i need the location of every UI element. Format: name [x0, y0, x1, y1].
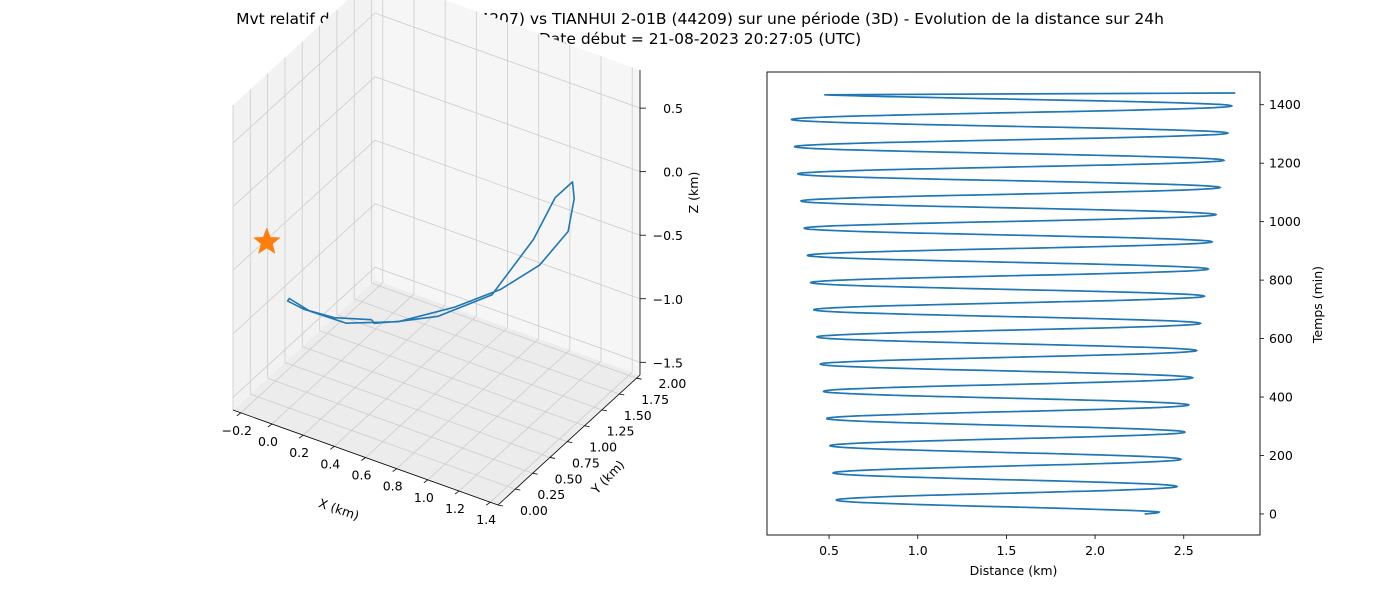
- y-tick-label: 400: [1269, 390, 1293, 405]
- y-tick-label: 0.25: [537, 487, 565, 502]
- y-tick: [601, 409, 607, 412]
- x-tick-label: 2.5: [1174, 543, 1194, 558]
- grid-line: [284, 362, 551, 458]
- y-tick: [636, 377, 642, 380]
- x-axis-label: Distance (km): [970, 563, 1058, 578]
- grid-line: [396, 338, 539, 469]
- grid-line: [250, 393, 516, 490]
- grid-line: [489, 371, 633, 503]
- y-tick: [584, 425, 590, 428]
- x-tick-label: −0.2: [222, 423, 252, 438]
- x-tick: [454, 490, 460, 495]
- grid-line: [374, 266, 641, 363]
- y-tick-label: 1.50: [624, 408, 652, 423]
- x-tick: [392, 468, 397, 472]
- trajectory-line: [286, 181, 576, 325]
- x-tick-label: 1.5: [996, 543, 1016, 558]
- grid-line: [371, 282, 637, 379]
- y-tick: [532, 472, 538, 475]
- y-tick: [497, 504, 504, 507]
- z-axis-label: Z (km): [686, 172, 701, 214]
- y-tick-label: 2.00: [659, 376, 687, 391]
- grid-line: [232, 266, 376, 398]
- y-tick-label: 0.75: [572, 455, 600, 470]
- y-tick-label: 800: [1269, 273, 1293, 288]
- z-tick-label: 0.0: [663, 165, 683, 180]
- x-tick: [330, 446, 335, 450]
- y-tick-label: 0.50: [555, 471, 583, 486]
- y-tick-label: 600: [1269, 331, 1293, 346]
- x-tick: [267, 423, 273, 428]
- start-star-marker: [252, 227, 281, 254]
- y-tick-label: 1400: [1269, 97, 1301, 112]
- grid-line: [302, 304, 446, 436]
- grid-line: [374, 76, 641, 173]
- y-tick-label: 1.75: [641, 392, 669, 407]
- y-tick-label: 1000: [1269, 214, 1301, 229]
- figure-subtitle: Date début = 21-08-2023 20:27:05 (UTC): [538, 30, 862, 48]
- y-axis-line: [497, 374, 641, 506]
- grid-line: [240, 282, 384, 414]
- plot-frame: [766, 71, 1261, 536]
- y-tick: [515, 488, 521, 491]
- grid-line: [354, 298, 620, 395]
- grid-line: [271, 293, 415, 425]
- x-tick: [485, 501, 491, 506]
- y-axis-label: Temps (min): [1310, 266, 1325, 344]
- grid-line: [302, 346, 568, 442]
- y-tick-label: 200: [1269, 448, 1293, 463]
- z-tick-label: 0.5: [663, 101, 683, 116]
- x-tick-label: 1.2: [445, 501, 465, 516]
- grid-line: [365, 327, 508, 458]
- y-tick-label: 1.25: [607, 424, 635, 439]
- grid-line: [374, 139, 641, 236]
- grid-line: [336, 314, 603, 411]
- y-tick: [567, 441, 573, 443]
- grid-line: [232, 139, 376, 271]
- x-tick-label: 1.0: [414, 490, 434, 505]
- x-tick: [361, 457, 366, 461]
- x-tick-label: 0.4: [320, 456, 340, 471]
- grid-line: [427, 349, 571, 481]
- x-tick-label: 1.4: [476, 512, 496, 527]
- x-tick-label: 0.5: [819, 543, 839, 558]
- x-tick: [298, 434, 304, 439]
- grid-line: [232, 76, 376, 207]
- relative-motion-3d-plot: −0.20.00.20.40.60.81.01.21.40.000.250.50…: [222, 0, 701, 527]
- y-tick-label: 1200: [1269, 156, 1301, 171]
- grid-line: [232, 203, 376, 335]
- y-tick-label: 0: [1269, 506, 1277, 521]
- distance-curve: [790, 92, 1236, 515]
- grid-line: [267, 377, 533, 474]
- x-tick-label: 2.0: [1085, 543, 1105, 558]
- grid-line: [232, 12, 376, 144]
- x-tick: [423, 479, 429, 484]
- x-tick: [236, 412, 242, 417]
- x-tick-label: 0.2: [289, 445, 309, 460]
- z-tick-label: −1.0: [653, 292, 683, 307]
- y-tick: [549, 457, 556, 459]
- z-tick-label: −1.5: [653, 355, 683, 370]
- grid-line: [458, 360, 602, 492]
- y-tick-label: 1.00: [589, 440, 617, 455]
- x-tick-label: 0.0: [258, 434, 278, 449]
- z-tick-label: −0.5: [653, 228, 683, 243]
- grid-line: [319, 330, 585, 427]
- grid-line: [374, 12, 641, 109]
- x-tick-label: 0.8: [383, 479, 403, 494]
- x-tick-label: 1.0: [908, 543, 928, 558]
- grid-line: [334, 316, 477, 447]
- y-tick: [619, 393, 625, 396]
- grid-line: [374, 203, 641, 300]
- x-tick-label: 0.6: [352, 468, 372, 483]
- y-tick-label: 0.00: [520, 503, 548, 518]
